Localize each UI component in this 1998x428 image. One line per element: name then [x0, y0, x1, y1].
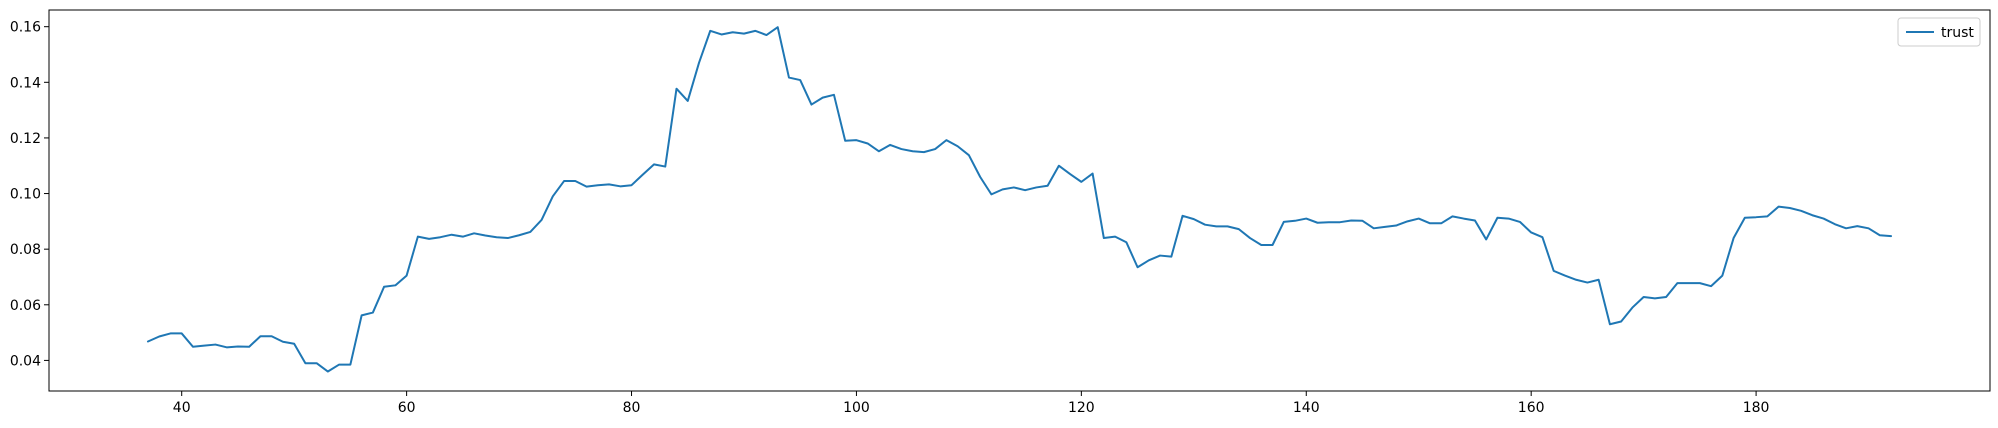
y-tick-label: 0.12 [10, 131, 41, 147]
x-tick-label: 40 [173, 400, 191, 416]
series-layer [146, 26, 1893, 373]
x-axis: 40 60 80 100 120 140 160 180 [173, 391, 1770, 416]
series-line-trust [146, 26, 1893, 373]
axes-frame [48, 9, 1991, 392]
x-tick-label: 100 [843, 400, 870, 416]
legend-label: trust [1941, 25, 1974, 41]
y-tick-label: 0.16 [10, 20, 41, 36]
y-tick-label: 0.04 [10, 353, 41, 369]
x-tick-label: 160 [1518, 400, 1545, 416]
y-tick-label: 0.06 [10, 298, 41, 314]
y-tick-label: 0.14 [10, 75, 41, 91]
y-tick-label: 0.08 [10, 242, 41, 258]
x-tick-label: 120 [1068, 400, 1095, 416]
x-tick-label: 80 [623, 400, 641, 416]
x-tick-label: 60 [398, 400, 416, 416]
y-axis: 0.04 0.06 0.08 0.10 0.12 0.14 0.16 [10, 20, 49, 369]
x-tick-label: 180 [1743, 400, 1770, 416]
legend: trust [1897, 17, 1981, 47]
y-tick-label: 0.10 [10, 187, 41, 203]
legend-box [1897, 17, 1981, 47]
plot-area [48, 9, 1991, 392]
x-tick-label: 140 [1293, 400, 1320, 416]
